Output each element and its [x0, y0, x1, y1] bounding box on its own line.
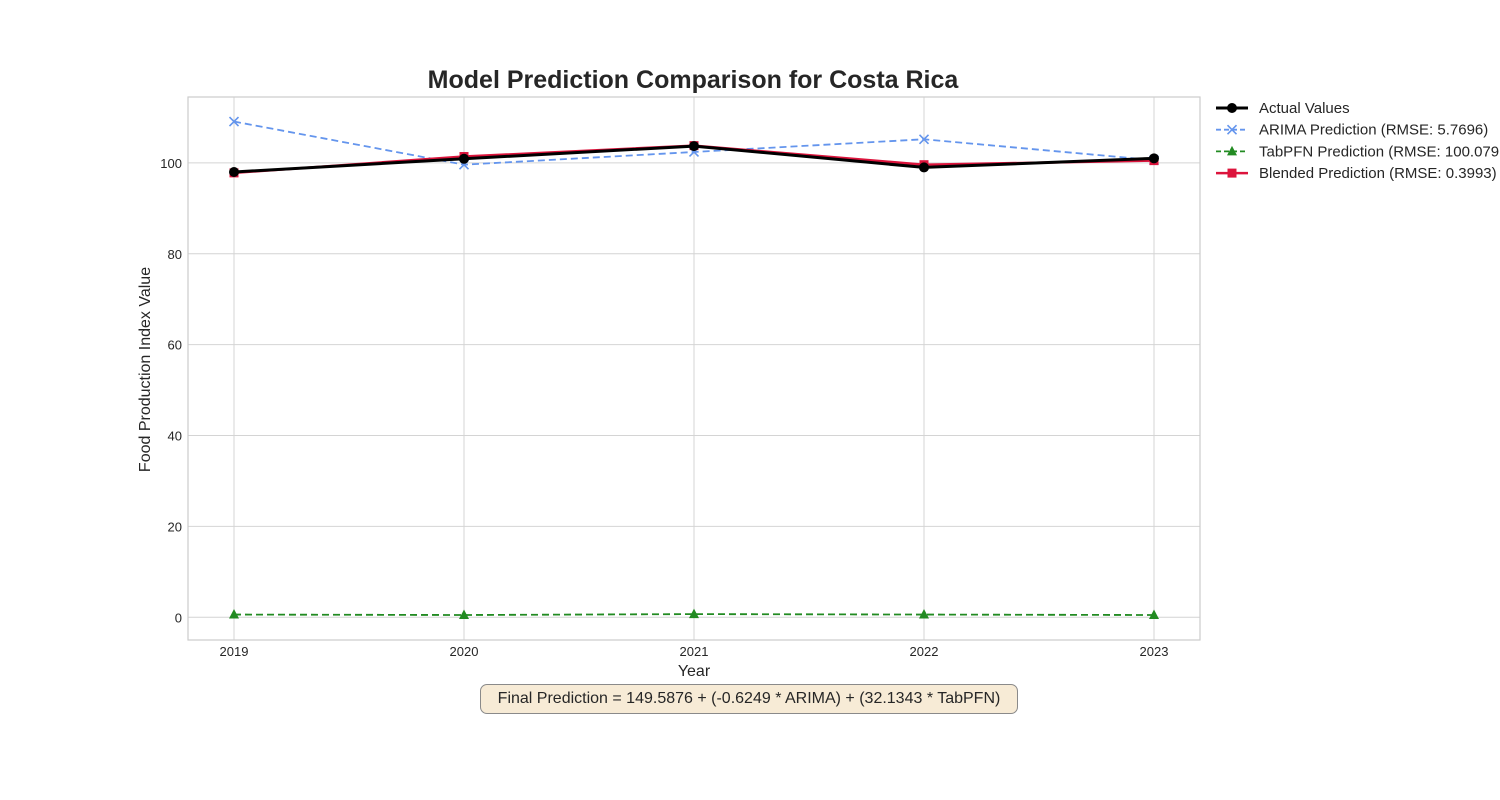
y-tick-label: 80: [168, 247, 182, 262]
legend-item: Blended Prediction (RMSE: 0.3993): [1216, 165, 1497, 182]
data-point: [1149, 153, 1159, 164]
legend-item: ARIMA Prediction (RMSE: 5.7696): [1216, 122, 1488, 139]
y-axis-label: Food Production Index Value: [137, 267, 154, 472]
x-tick-label: 2022: [910, 644, 939, 659]
data-point: [1149, 609, 1159, 620]
data-point: [689, 608, 699, 619]
grid: [188, 97, 1200, 640]
series-layer: [228, 116, 1160, 620]
data-point: [229, 609, 239, 619]
series-0: [229, 141, 1159, 177]
legend: Actual Values ARIMA Prediction (RMSE: 5.7…: [1216, 100, 1499, 182]
legend-item: Actual Values: [1216, 100, 1350, 117]
ticks: 2019 2020 2021 2022 2023 0 20 40 60 80 100: [160, 156, 1168, 659]
data-point: [919, 162, 929, 173]
data-point: [459, 153, 469, 164]
data-point: [228, 116, 240, 127]
legend-label: Blended Prediction (RMSE: 0.3993): [1259, 165, 1497, 182]
y-tick-label: 60: [168, 338, 182, 353]
x-tick-label: 2021: [680, 644, 709, 659]
x-tick-label: 2019: [220, 644, 249, 659]
legend-label: Actual Values: [1259, 100, 1350, 117]
plot-frame: [187, 96, 1201, 641]
data-point: [918, 134, 930, 145]
data-point: [689, 141, 699, 152]
data-point: [229, 166, 239, 177]
legend-marker: [1227, 103, 1237, 113]
data-point: [919, 609, 929, 619]
y-tick-label: 100: [160, 156, 182, 171]
series-2: [229, 608, 1159, 620]
legend-marker: [1226, 124, 1238, 135]
chart-title: Model Prediction Comparison for Costa Ri…: [428, 66, 960, 94]
legend-item: TabPFN Prediction (RMSE: 100.079: [1216, 143, 1499, 160]
x-axis-label: Year: [678, 663, 711, 680]
legend-marker: [1227, 168, 1237, 178]
legend-marker: [1227, 145, 1237, 156]
y-tick-label: 20: [168, 519, 182, 534]
data-point: [459, 609, 469, 620]
legend-label: TabPFN Prediction (RMSE: 100.079: [1259, 143, 1499, 160]
x-tick-label: 2020: [450, 644, 479, 659]
x-tick-label: 2023: [1140, 644, 1169, 659]
y-tick-label: 40: [168, 429, 182, 444]
y-tick-label: 0: [175, 610, 182, 625]
legend-label: ARIMA Prediction (RMSE: 5.7696): [1259, 122, 1488, 139]
final-prediction-annotation: Final Prediction = 149.5876 + (-0.6249 *…: [480, 684, 1018, 714]
